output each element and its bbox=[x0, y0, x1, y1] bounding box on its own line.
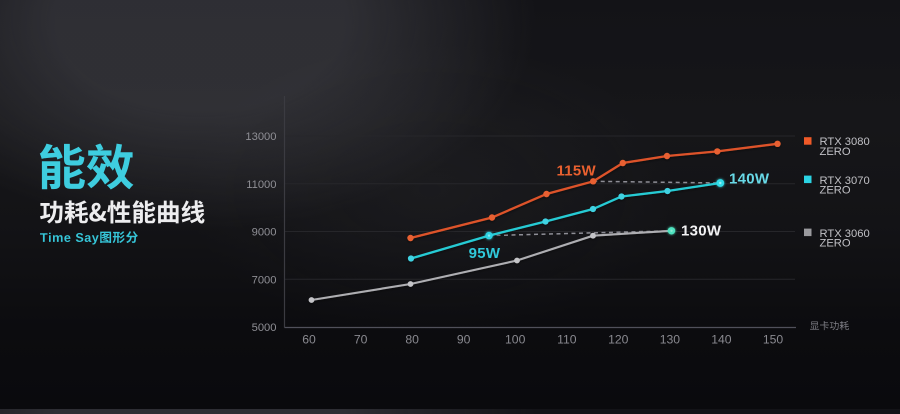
svg-text:7000: 7000 bbox=[252, 274, 277, 286]
svg-text:11000: 11000 bbox=[246, 179, 276, 191]
svg-text:95W: 95W bbox=[469, 245, 501, 262]
svg-text:140W: 140W bbox=[729, 171, 770, 188]
svg-text:150: 150 bbox=[763, 333, 784, 347]
svg-text:RTX 3080: RTX 3080 bbox=[820, 136, 870, 148]
svg-text:100: 100 bbox=[505, 333, 526, 347]
svg-text:90: 90 bbox=[457, 333, 471, 347]
svg-text:60: 60 bbox=[302, 333, 316, 347]
svg-text:ZERO: ZERO bbox=[820, 238, 851, 250]
svg-text:110: 110 bbox=[557, 333, 577, 347]
svg-text:130: 130 bbox=[660, 333, 681, 347]
svg-text:ZERO: ZERO bbox=[820, 185, 851, 197]
svg-text:5000: 5000 bbox=[252, 322, 277, 334]
svg-text:70: 70 bbox=[354, 333, 368, 347]
svg-text:80: 80 bbox=[405, 333, 419, 347]
svg-text:RTX 3060: RTX 3060 bbox=[820, 228, 870, 240]
svg-text:9000: 9000 bbox=[252, 227, 277, 239]
svg-text:ZERO: ZERO bbox=[820, 146, 851, 158]
svg-text:115W: 115W bbox=[556, 163, 596, 180]
svg-text:RTX 3070: RTX 3070 bbox=[820, 175, 870, 187]
svg-text:130W: 130W bbox=[681, 223, 722, 240]
svg-text:13000: 13000 bbox=[245, 131, 276, 143]
svg-text:120: 120 bbox=[608, 333, 629, 347]
svg-text:140: 140 bbox=[711, 333, 732, 347]
